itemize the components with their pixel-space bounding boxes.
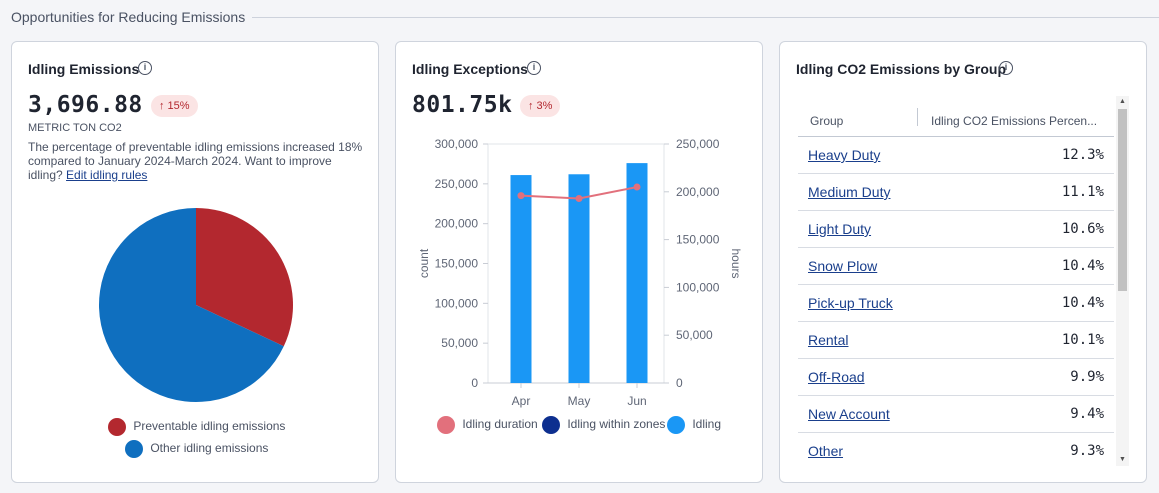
card-title: Idling Emissions <box>28 61 140 77</box>
group-link[interactable]: Medium Duty <box>808 184 891 200</box>
left-axis-tick-label: 0 <box>471 376 478 390</box>
card-title: Idling Exceptions <box>412 61 528 77</box>
percent-value: 12.3% <box>1061 147 1104 163</box>
idling-duration-point-apr <box>517 192 525 200</box>
column-header-percent[interactable]: Idling CO2 Emissions Percen... <box>931 114 1098 128</box>
delta-badge: ↑ 15% <box>151 95 198 117</box>
legend-color-idling-duration <box>437 416 455 434</box>
idling-duration-point-jun <box>633 183 641 191</box>
legend-label: Idling duration <box>462 417 538 432</box>
percent-value: 9.9% <box>1070 369 1104 385</box>
legend-label: Idling within zones <box>567 417 666 432</box>
co2-by-group-card: Idling CO2 Emissions by Group i Group Id… <box>779 41 1147 483</box>
section-title: Opportunities for Reducing Emissions <box>11 9 246 25</box>
group-link[interactable]: Pick-up Truck <box>808 295 893 311</box>
left-axis-tick-label: 200,000 <box>435 217 479 231</box>
right-axis-tick-label: 0 <box>676 376 683 390</box>
info-icon[interactable]: i <box>527 61 541 75</box>
percent-value: 10.1% <box>1061 332 1104 348</box>
idling-exceptions-card: Idling Exceptions i 801.75k ↑ 3% 300,000… <box>395 41 763 483</box>
legend-item-preventable[interactable]: Preventable idling emissions <box>108 418 285 436</box>
idling-emissions-card: Idling Emissions i 3,696.88 ↑ 15% METRIC… <box>11 41 379 483</box>
legend-color-idling <box>667 416 685 434</box>
legend-label: Other idling emissions <box>150 441 269 456</box>
idling-duration-point-may <box>575 194 583 202</box>
percent-value: 10.6% <box>1061 221 1104 237</box>
delta-badge: ↑ 3% <box>520 95 561 117</box>
percent-value: 11.1% <box>1061 184 1104 200</box>
legend-item-idling-duration[interactable]: Idling duration <box>437 416 538 434</box>
legend-label: Preventable idling emissions <box>133 419 286 434</box>
info-icon[interactable]: i <box>138 61 152 75</box>
table-row: Other 9.3% <box>798 433 1114 470</box>
group-link[interactable]: Rental <box>808 332 849 348</box>
legend-item-other[interactable]: Other idling emissions <box>125 440 268 458</box>
scrollbar-thumb[interactable] <box>1118 109 1127 291</box>
left-axis-tick-label: 100,000 <box>435 296 479 310</box>
edit-idling-rules-link[interactable]: Edit idling rules <box>66 168 148 182</box>
right-axis-tick-label: 50,000 <box>676 328 713 342</box>
left-axis-tick-label: 50,000 <box>441 336 478 350</box>
pie-slice-preventable[interactable] <box>196 208 293 347</box>
scroll-down-arrow-icon[interactable]: ▼ <box>1119 456 1126 463</box>
description: The percentage of preventable idling emi… <box>28 140 368 182</box>
legend-color-preventable <box>108 418 126 436</box>
info-icon[interactable]: i <box>999 61 1013 75</box>
left-axis-tick-label: 250,000 <box>435 177 479 191</box>
card-title: Idling CO2 Emissions by Group <box>796 61 1007 77</box>
right-axis-tick-label: 100,000 <box>676 280 720 294</box>
description-text: The percentage of preventable idling emi… <box>28 140 363 182</box>
table-row: Snow Plow 10.4% <box>798 248 1114 285</box>
table-row: Light Duty 10.6% <box>798 211 1114 248</box>
table-row: Pick-up Truck 10.4% <box>798 285 1114 322</box>
group-link[interactable]: New Account <box>808 406 890 422</box>
legend-color-idling-within-zones <box>542 416 560 434</box>
bar-idling-may <box>568 174 590 383</box>
left-axis-label: count <box>417 248 431 278</box>
table-row: Medium Duty 11.1% <box>798 174 1114 211</box>
left-axis-tick-label: 150,000 <box>435 257 479 271</box>
table-row: Off-Road 9.9% <box>798 359 1114 396</box>
table-header: Group Idling CO2 Emissions Percen... <box>798 105 1114 137</box>
idling-exceptions-bar-chart: 300,000 250,000 200,000 150,000 100,000 50,00… <box>417 137 743 408</box>
emissions-value: 3,696.88 <box>28 92 143 118</box>
percent-value: 10.4% <box>1061 295 1104 311</box>
legend-color-other <box>125 440 143 458</box>
right-axis-tick-label: 250,000 <box>676 137 720 151</box>
left-axis-tick-label: 300,000 <box>435 137 479 151</box>
legend-item-idling-within-zones[interactable]: Idling within zones <box>542 416 665 434</box>
column-divider[interactable] <box>917 108 918 126</box>
group-link[interactable]: Heavy Duty <box>808 147 881 163</box>
bar-idling-jun <box>626 163 648 383</box>
percent-value: 9.4% <box>1070 406 1104 422</box>
right-axis-tick-label: 150,000 <box>676 233 720 247</box>
right-axis-tick-label: 200,000 <box>676 185 720 199</box>
x-axis-tick-label: Jun <box>627 394 646 408</box>
x-axis-tick-label: Apr <box>512 394 531 408</box>
section-header: Opportunities for Reducing Emissions <box>0 0 1159 36</box>
legend-item-idling[interactable]: Idling <box>667 416 721 434</box>
bar-idling-apr <box>510 175 532 383</box>
table-row: Rental 10.1% <box>798 322 1114 359</box>
x-axis-tick-label: May <box>568 394 591 408</box>
idling-emissions-pie-chart <box>98 208 293 402</box>
group-link[interactable]: Snow Plow <box>808 258 878 274</box>
table-row: Heavy Duty 12.3% <box>798 137 1114 174</box>
section-divider <box>252 17 1159 18</box>
pie-slice-other[interactable] <box>98 208 284 402</box>
right-axis-label: hours <box>729 248 743 278</box>
percent-value: 9.3% <box>1070 443 1104 459</box>
percent-value: 10.4% <box>1061 258 1104 274</box>
column-header-group[interactable]: Group <box>810 114 844 128</box>
table-row: New Account 9.4% <box>798 396 1114 433</box>
group-link[interactable]: Light Duty <box>808 221 872 237</box>
scroll-up-arrow-icon[interactable]: ▲ <box>1119 98 1126 105</box>
group-link[interactable]: Off-Road <box>808 369 865 385</box>
exceptions-value: 801.75k <box>412 92 513 118</box>
group-link[interactable]: Other <box>808 443 844 459</box>
unit-label: METRIC TON CO2 <box>28 122 122 134</box>
legend-label: Idling <box>692 417 722 432</box>
